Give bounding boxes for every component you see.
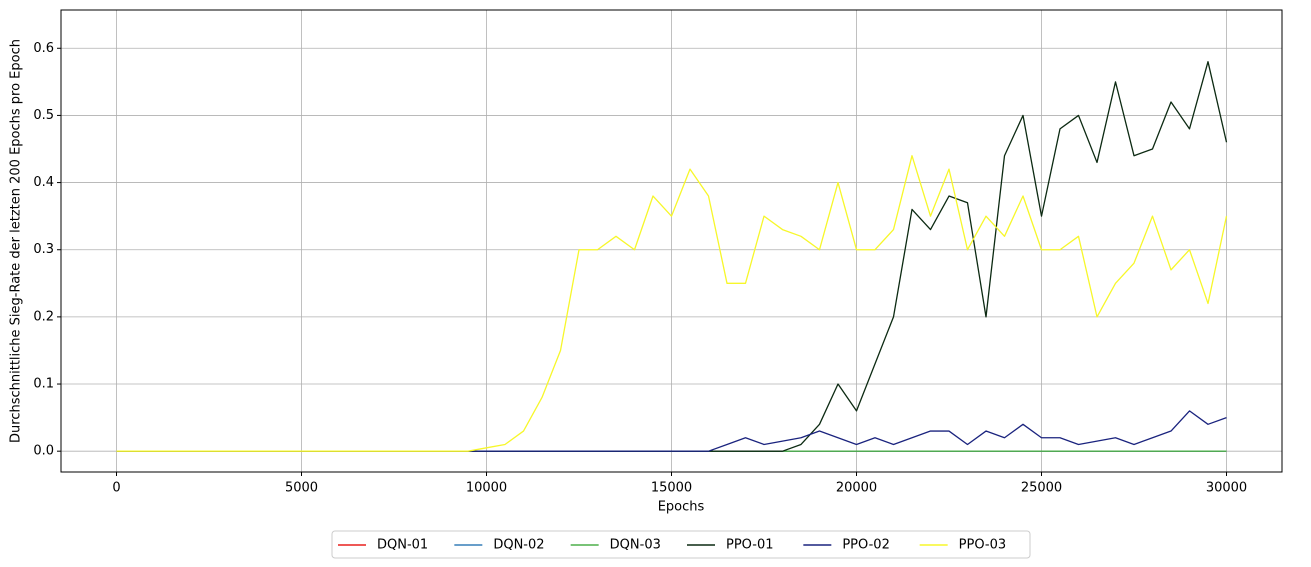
y-tick-label: 0.0 — [33, 444, 54, 459]
legend-label: PPO-02 — [842, 538, 890, 553]
y-tick-label: 0.1 — [33, 377, 54, 392]
x-tick-label: 15000 — [651, 481, 692, 496]
y-axis-label: Durchschnittliche Sieg-Rate der letzten … — [9, 39, 24, 443]
legend-label: DQN-02 — [493, 538, 544, 553]
legend-label: PPO-01 — [726, 538, 774, 553]
y-tick-label: 0.2 — [33, 309, 54, 324]
y-tick-label: 0.5 — [33, 108, 54, 123]
x-tick-label: 10000 — [466, 481, 507, 496]
y-tick-label: 0.3 — [33, 242, 54, 257]
x-tick-label: 5000 — [285, 481, 318, 496]
legend: DQN-01 DQN-02 DQN-03 PPO-01 PPO-02 PPO-03 — [331, 530, 1031, 559]
legend-frame — [331, 530, 1031, 559]
x-tick-label: 25000 — [1021, 481, 1062, 496]
legend-label: PPO-03 — [959, 538, 1007, 553]
y-tick-label: 0.4 — [33, 175, 54, 190]
x-tick-label: 30000 — [1206, 481, 1247, 496]
x-axis-label: Epochs — [658, 500, 705, 515]
y-tick-label: 0.6 — [33, 41, 54, 56]
legend-label: DQN-01 — [377, 538, 428, 553]
x-tick-label: 0 — [112, 481, 120, 496]
x-tick-label: 20000 — [836, 481, 877, 496]
series-line — [116, 155, 1228, 452]
legend-label: DQN-03 — [610, 538, 661, 553]
plot-frame — [60, 9, 1283, 473]
